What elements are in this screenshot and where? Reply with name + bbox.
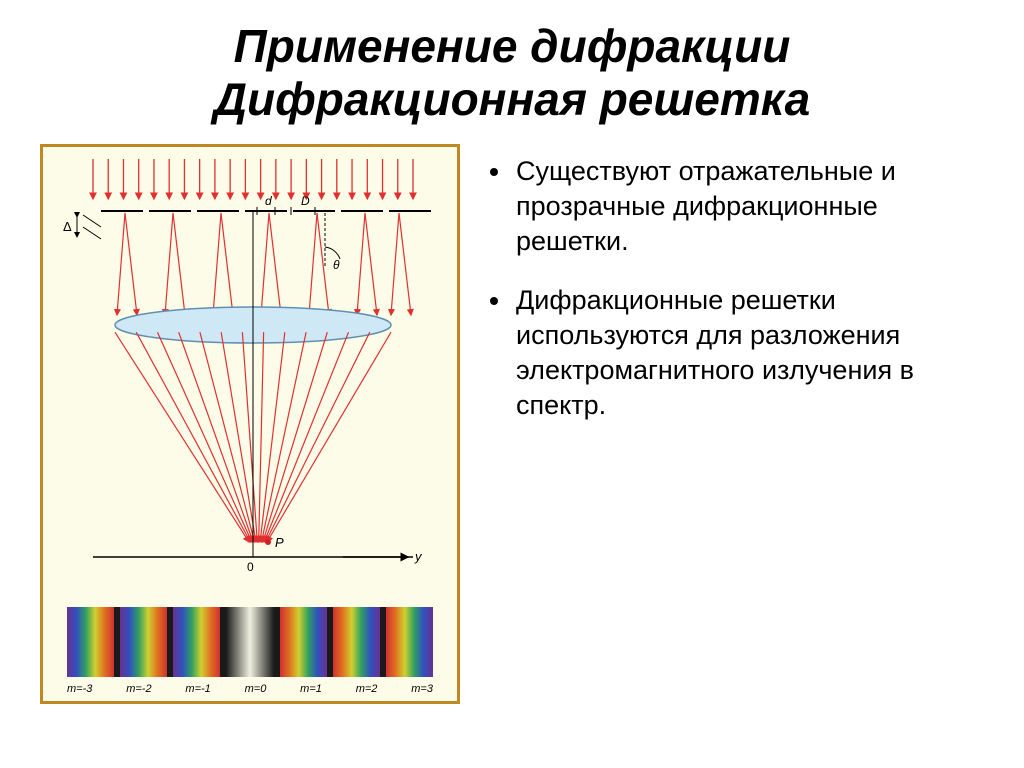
bullet-dot-icon bbox=[490, 168, 498, 176]
spectrum-order-label: m=3 bbox=[411, 683, 433, 695]
diffraction-diagram: d D Δ θ bbox=[40, 144, 460, 704]
bullet-dot-icon bbox=[490, 297, 498, 305]
label-theta: θ bbox=[333, 258, 340, 272]
delta-indicator: Δ bbox=[63, 215, 101, 239]
label-y: y bbox=[414, 549, 423, 564]
title-line-2: Дифракционная решетка bbox=[214, 73, 810, 125]
spectrum-order-label: m=2 bbox=[356, 683, 378, 695]
grating bbox=[101, 207, 431, 215]
diagram-svg: d D Δ θ bbox=[43, 147, 463, 577]
bullet-text: Существуют отражательные и прозрачные ди… bbox=[516, 154, 984, 259]
theta-indicator: θ bbox=[325, 213, 340, 272]
page-title: Применение дифракции Дифракционная решет… bbox=[40, 20, 984, 126]
bullet-item: Дифракционные решетки используются для р… bbox=[490, 283, 984, 423]
label-P: P bbox=[275, 535, 284, 550]
spectrum-order-label: m=-1 bbox=[185, 683, 210, 695]
focus-point bbox=[265, 539, 271, 545]
spectrum-order-label: m=1 bbox=[300, 683, 322, 695]
bullet-list: Существуют отражательные и прозрачные ди… bbox=[490, 144, 984, 704]
content-row: d D Δ θ bbox=[40, 144, 984, 704]
label-D: D bbox=[301, 194, 310, 208]
slit-rays bbox=[117, 213, 411, 315]
spectrum-order-label: m=-2 bbox=[126, 683, 151, 695]
label-zero: 0 bbox=[247, 560, 254, 574]
spectrum-strip bbox=[67, 607, 433, 677]
spectrum-order-label: m=-3 bbox=[67, 683, 92, 695]
title-line-1: Применение дифракции bbox=[234, 20, 791, 72]
spectrum-labels: m=-3 m=-2 m=-1 m=0 m=1 m=2 m=3 bbox=[67, 683, 433, 695]
label-d: d bbox=[265, 194, 272, 208]
bullet-text: Дифракционные решетки используются для р… bbox=[516, 283, 984, 423]
incoming-rays bbox=[93, 159, 413, 199]
label-delta: Δ bbox=[63, 219, 72, 234]
bullet-item: Существуют отражательные и прозрачные ди… bbox=[490, 154, 984, 259]
spectrum-order-label: m=0 bbox=[245, 683, 267, 695]
